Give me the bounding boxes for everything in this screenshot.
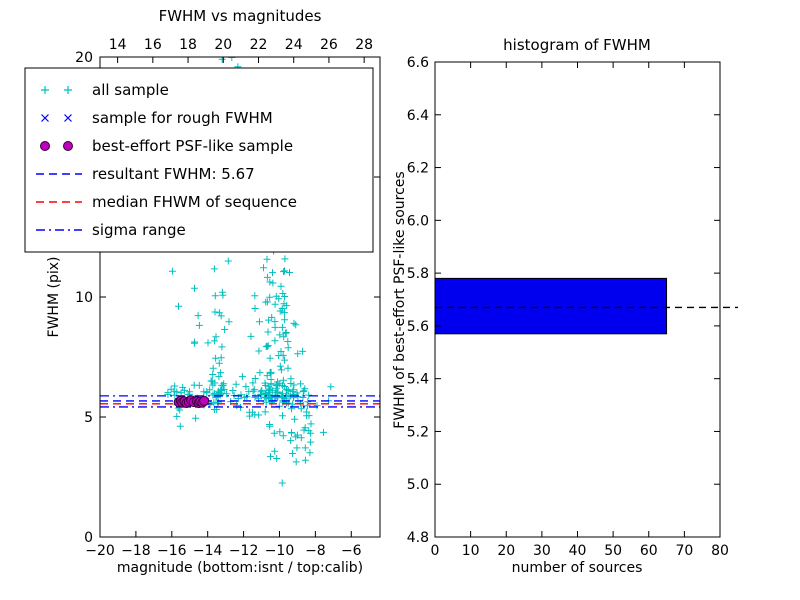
psf-marker: [199, 395, 210, 406]
psf-sample-points: [173, 395, 210, 409]
hist-x-tick-label: 30: [533, 543, 551, 559]
hist-y-tick-label: 6.6: [407, 55, 429, 71]
legend-label: sigma range: [92, 221, 186, 239]
legend-circle-icon: [63, 141, 73, 151]
x-top-tick-label: 16: [144, 37, 162, 53]
legend-x-icon: [41, 114, 49, 122]
hist-x-tick-label: 0: [431, 543, 440, 559]
x-tick-label: −18: [121, 543, 151, 559]
hist-x-tick-label: 60: [640, 543, 658, 559]
hist-x-tick-label: 50: [604, 543, 622, 559]
x-tick-label: −10: [265, 543, 295, 559]
hist-x-tick-label: 40: [569, 543, 587, 559]
legend-label: median FHWM of sequence: [92, 193, 297, 211]
hist-y-tick-label: 5.4: [407, 372, 429, 388]
x-tick-label: −6: [341, 543, 362, 559]
hist-x-tick-label: 80: [711, 543, 729, 559]
y-tick-label: 0: [84, 530, 93, 546]
hist-x-tick-label: 10: [462, 543, 480, 559]
x-top-tick-label: 28: [355, 37, 373, 53]
y-tick-label: 20: [75, 50, 93, 66]
legend-plus-icon: [64, 86, 72, 94]
histogram-bar: [434, 277, 668, 335]
x-top-tick-label: 22: [250, 37, 268, 53]
hist-y-tick-label: 6.0: [407, 213, 429, 229]
legend-box: [24, 67, 374, 253]
right-plot-xlabel: number of sources: [512, 560, 643, 576]
x-tick-label: −20: [85, 543, 115, 559]
hist-y-tick-label: 6.4: [407, 108, 429, 124]
legend-label: all sample: [92, 81, 169, 99]
legend-label: sample for rough FWHM: [92, 109, 273, 127]
x-top-tick-label: 18: [179, 37, 197, 53]
hist-y-tick-label: 5.0: [407, 477, 429, 493]
hist-x-tick-label: 70: [675, 543, 693, 559]
x-top-tick-label: 24: [285, 37, 303, 53]
left-plot-title: FWHM vs magnitudes: [159, 7, 322, 25]
x-top-tick-label: 26: [320, 37, 338, 53]
legend-label: resultant FWHM: 5.67: [92, 165, 255, 183]
left-plot-ylabel: FWHM (pix): [46, 257, 62, 338]
legend-x-icon: [64, 114, 72, 122]
x-tick-label: −16: [157, 543, 187, 559]
hist-y-tick-label: 5.6: [407, 319, 429, 335]
x-top-tick-label: 20: [214, 37, 232, 53]
hist-y-tick-label: 4.8: [407, 530, 429, 546]
y-tick-label: 10: [75, 290, 93, 306]
x-tick-label: −8: [305, 543, 326, 559]
x-tick-label: −14: [193, 543, 223, 559]
x-tick-label: −12: [229, 543, 259, 559]
right-plot-ylabel: FWHM of best-effort PSF-like sources: [392, 171, 408, 428]
hist-x-tick-label: 20: [497, 543, 515, 559]
hist-y-tick-label: 5.2: [407, 424, 429, 440]
x-top-tick-label: 14: [109, 37, 127, 53]
y-tick-label: 5: [84, 410, 93, 426]
legend-label: best-effort PSF-like sample: [92, 137, 293, 155]
reference-lines: [100, 395, 380, 408]
right-plot-title: histogram of FWHM: [503, 36, 651, 54]
legend-plus-icon: [41, 86, 49, 94]
legend: all sample sample for rough FWHM best-effo…: [24, 67, 374, 253]
right-plot: 0 10 20 30 40 50 60 70 80 4.8 5.0 5.2 5.4 5.6 5.8 6.0 6.…: [407, 55, 738, 559]
legend-circle-icon: [40, 141, 50, 151]
hist-y-tick-label: 5.8: [407, 266, 429, 282]
left-plot-xlabel: magnitude (bottom:isnt / top:calib): [117, 560, 363, 576]
hist-y-tick-label: 6.2: [407, 161, 429, 177]
